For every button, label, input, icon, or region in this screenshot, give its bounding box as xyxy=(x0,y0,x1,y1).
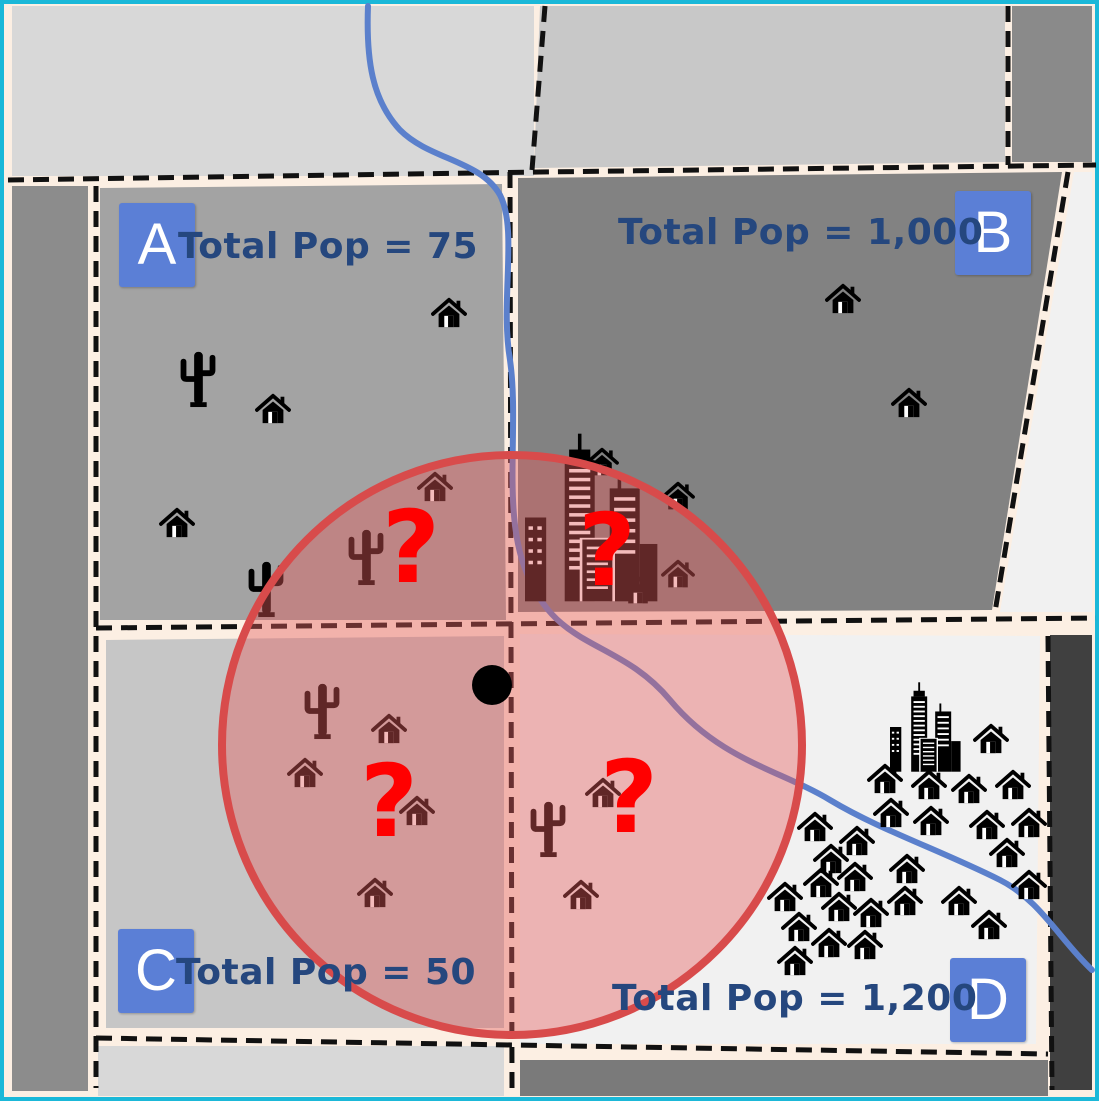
region-c-population: Total Pop = 50 xyxy=(176,952,477,993)
region-c xyxy=(106,636,504,1028)
region-b-population: Total Pop = 1,000 xyxy=(618,212,984,253)
region-a-label: A xyxy=(119,203,195,287)
parcel-top-middle xyxy=(534,6,1005,168)
parcel-bottom-right xyxy=(520,1060,1048,1096)
unknown-marker-a: ? xyxy=(382,489,440,606)
region-a xyxy=(100,184,506,620)
parcel-left-strip xyxy=(12,186,88,1091)
region-d xyxy=(520,634,1040,1044)
parcel-top-right xyxy=(1012,6,1092,162)
parcel-top-left xyxy=(12,6,534,176)
unknown-marker-d: ? xyxy=(600,739,658,856)
region-c-label: C xyxy=(118,929,194,1013)
unknown-marker-c: ? xyxy=(360,743,418,860)
region-b-label: B xyxy=(955,191,1031,275)
region-a-population: Total Pop = 75 xyxy=(178,226,479,267)
point-marker-icon xyxy=(472,665,512,705)
parcel-bottom-left xyxy=(98,1046,504,1096)
boundary-lines xyxy=(7,5,1097,1091)
parcel-right-dark xyxy=(1050,635,1092,1090)
region-d-label: D xyxy=(950,958,1026,1042)
region-d-population: Total Pop = 1,200 xyxy=(612,978,978,1019)
region-b xyxy=(518,172,1062,612)
unknown-marker-b: ? xyxy=(578,492,636,609)
buffer-circle xyxy=(218,451,806,1039)
parcel-right-strip xyxy=(1000,172,1092,612)
